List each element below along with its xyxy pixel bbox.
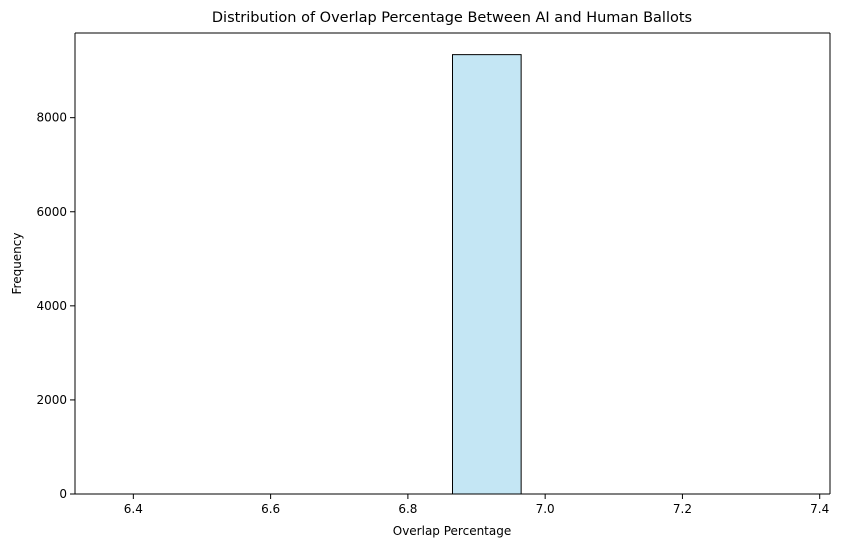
chart-title: Distribution of Overlap Percentage Betwe… — [212, 10, 692, 26]
y-tick-label: 4000 — [36, 299, 67, 313]
x-tick-label: 7.2 — [673, 502, 692, 516]
x-tick-label: 7.0 — [536, 502, 555, 516]
histogram-bar — [452, 54, 522, 495]
x-tick-label: 6.4 — [124, 502, 143, 516]
plot-area — [74, 32, 831, 495]
y-axis-label: Frequency — [10, 233, 24, 295]
y-tick-label: 8000 — [36, 111, 67, 125]
y-tick-label: 2000 — [36, 393, 67, 407]
y-axis: 0 2000 4000 6000 8000 — [36, 111, 75, 501]
axes-spines — [74, 32, 831, 495]
x-tick-label: 7.4 — [810, 502, 829, 516]
x-axis: 6.4 6.6 6.8 7.0 7.2 7.4 — [124, 494, 829, 516]
x-axis-label: Overlap Percentage — [393, 524, 512, 538]
histogram-bars — [452, 54, 522, 495]
y-tick-label: 6000 — [36, 205, 67, 219]
y-tick-label: 0 — [59, 487, 67, 501]
x-tick-label: 6.6 — [261, 502, 280, 516]
x-tick-label: 6.8 — [398, 502, 417, 516]
